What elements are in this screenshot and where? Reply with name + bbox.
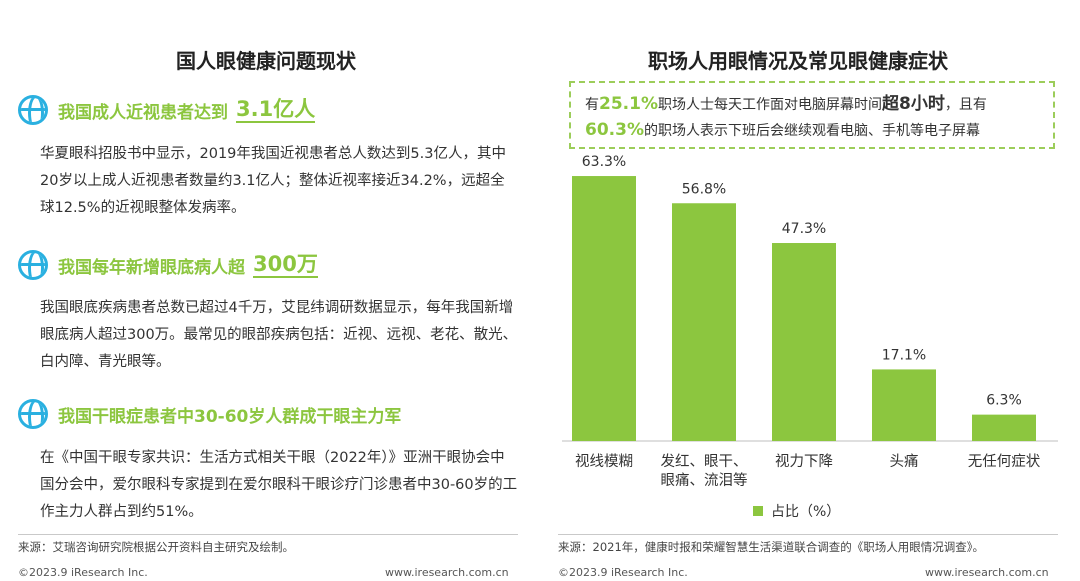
bar-value-label: 47.3% <box>782 221 826 237</box>
chart-legend: 占比（%） <box>753 501 840 521</box>
section-body: 华夏眼科招股书中显示，2019年我国近视患者总人数达到5.3亿人，其中20岁以上… <box>40 146 506 216</box>
callout-text: 有 <box>585 97 599 113</box>
callout-value: 25.1% <box>599 94 658 114</box>
section-fundus: 我国每年新增眼底病人超 300万 <box>18 250 318 280</box>
callout-text: 职场人士每天工作面对电脑屏幕时间 <box>657 97 882 113</box>
globe-icon <box>18 250 48 280</box>
bar-value-label: 17.1% <box>882 347 926 363</box>
left-source: 来源：艾瑞咨询研究院根据公开资料自主研究及绘制。 <box>18 540 294 554</box>
section-body: 我国眼底疾病患者总数已超过4千万，艾昆纬调研数据显示，每年我国新增眼底病人超过3… <box>40 300 518 370</box>
bar-value-label: 63.3% <box>582 154 626 170</box>
callout-value: 60.3% <box>585 120 644 140</box>
legend-swatch <box>753 506 763 516</box>
category-label: 视力下降 <box>775 453 833 470</box>
bar-value-label: 56.8% <box>682 181 726 197</box>
category-label: 无任何症状 <box>968 453 1041 470</box>
left-title: 国人眼健康问题现状 <box>176 49 356 73</box>
globe-icon <box>18 95 48 125</box>
section-dry-eye: 我国干眼症患者中30-60岁人群成干眼主力军 <box>18 399 401 429</box>
globe-icon <box>18 399 48 429</box>
bar <box>972 414 1036 441</box>
category-label: 眼痛、流泪等 <box>661 471 748 489</box>
section-myopia: 我国成人近视患者达到 3.1亿人 <box>18 95 316 125</box>
right-source: 来源：2021年，健康时报和荣耀智慧生活渠道联合调查的《职场人用眼情况调查》。 <box>558 540 985 554</box>
callout-value: 超8小时 <box>881 94 945 114</box>
section-heading: 我国成人近视患者达到 <box>58 102 228 123</box>
section-highlight: 300万 <box>253 252 318 278</box>
section-heading: 我国每年新增眼底病人超 <box>58 257 245 278</box>
bar <box>772 243 836 441</box>
right-footer-url: www.iresearch.com.cn <box>925 566 1049 579</box>
category-label: 视线模糊 <box>575 453 633 470</box>
bar <box>872 369 936 441</box>
right-source-divider <box>558 534 1058 535</box>
bar-value-label: 6.3% <box>986 393 1022 409</box>
callout-box: 有25.1%职场人士每天工作面对电脑屏幕时间超8小时，且有 60.3%的职场人表… <box>569 81 1055 149</box>
section-heading: 我国干眼症患者中30-60岁人群成干眼主力军 <box>58 406 402 427</box>
category-label: 头痛 <box>890 453 919 470</box>
callout-text: 的职场人表示下班后会继续观看电脑、手机等电子屏幕 <box>643 123 980 139</box>
callout-text: ，且有 <box>944 97 987 113</box>
left-footer-copyright: ©2023.9 iResearch Inc. <box>18 566 148 579</box>
right-footer-copyright: ©2023.9 iResearch Inc. <box>558 566 688 579</box>
section-body: 在《中国干眼专家共识：生活方式相关干眼（2022年）》亚洲干眼协会中国分会中，爱… <box>40 450 518 520</box>
left-source-divider <box>18 534 518 535</box>
bar <box>672 203 736 441</box>
right-title: 职场人用眼情况及常见眼健康症状 <box>648 49 948 73</box>
section-highlight: 3.1亿人 <box>236 97 316 123</box>
legend-label: 占比（%） <box>771 504 841 520</box>
left-footer-url: www.iresearch.com.cn <box>385 566 509 579</box>
category-label: 发红、眼干、 <box>661 453 748 470</box>
bar <box>572 176 636 441</box>
